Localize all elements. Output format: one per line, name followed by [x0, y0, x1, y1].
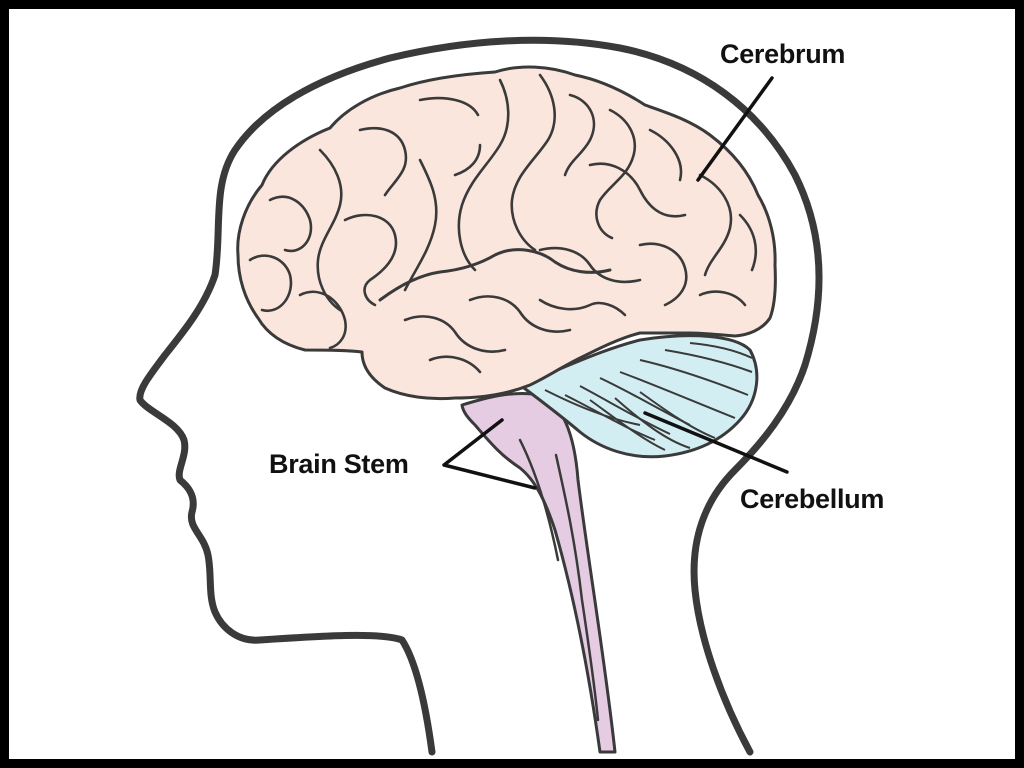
cerebrum-shape — [236, 65, 777, 401]
cerebellum-leader-line — [643, 411, 789, 474]
cerebellum-label: Cerebellum — [740, 484, 885, 514]
brain-stem-inner-line — [518, 438, 560, 562]
cerebellum — [518, 334, 759, 459]
cerebrum-label: Cerebrum — [720, 39, 846, 69]
brain-stem-inner-line — [554, 453, 600, 722]
brain-stem-leader-line — [442, 418, 537, 490]
head-outline — [136, 36, 823, 756]
brain-stem-shape — [460, 391, 617, 754]
cerebellum-shape — [518, 334, 759, 459]
cerebrum-leader-line — [696, 76, 774, 182]
head-brain-diagram — [136, 36, 823, 756]
cerebrum — [236, 65, 777, 401]
brain-stem-label: Brain Stem — [269, 449, 409, 479]
brain-stem — [460, 391, 617, 754]
diagram-frame: Cerebrum Brain Stem Cerebellum — [9, 9, 1015, 759]
